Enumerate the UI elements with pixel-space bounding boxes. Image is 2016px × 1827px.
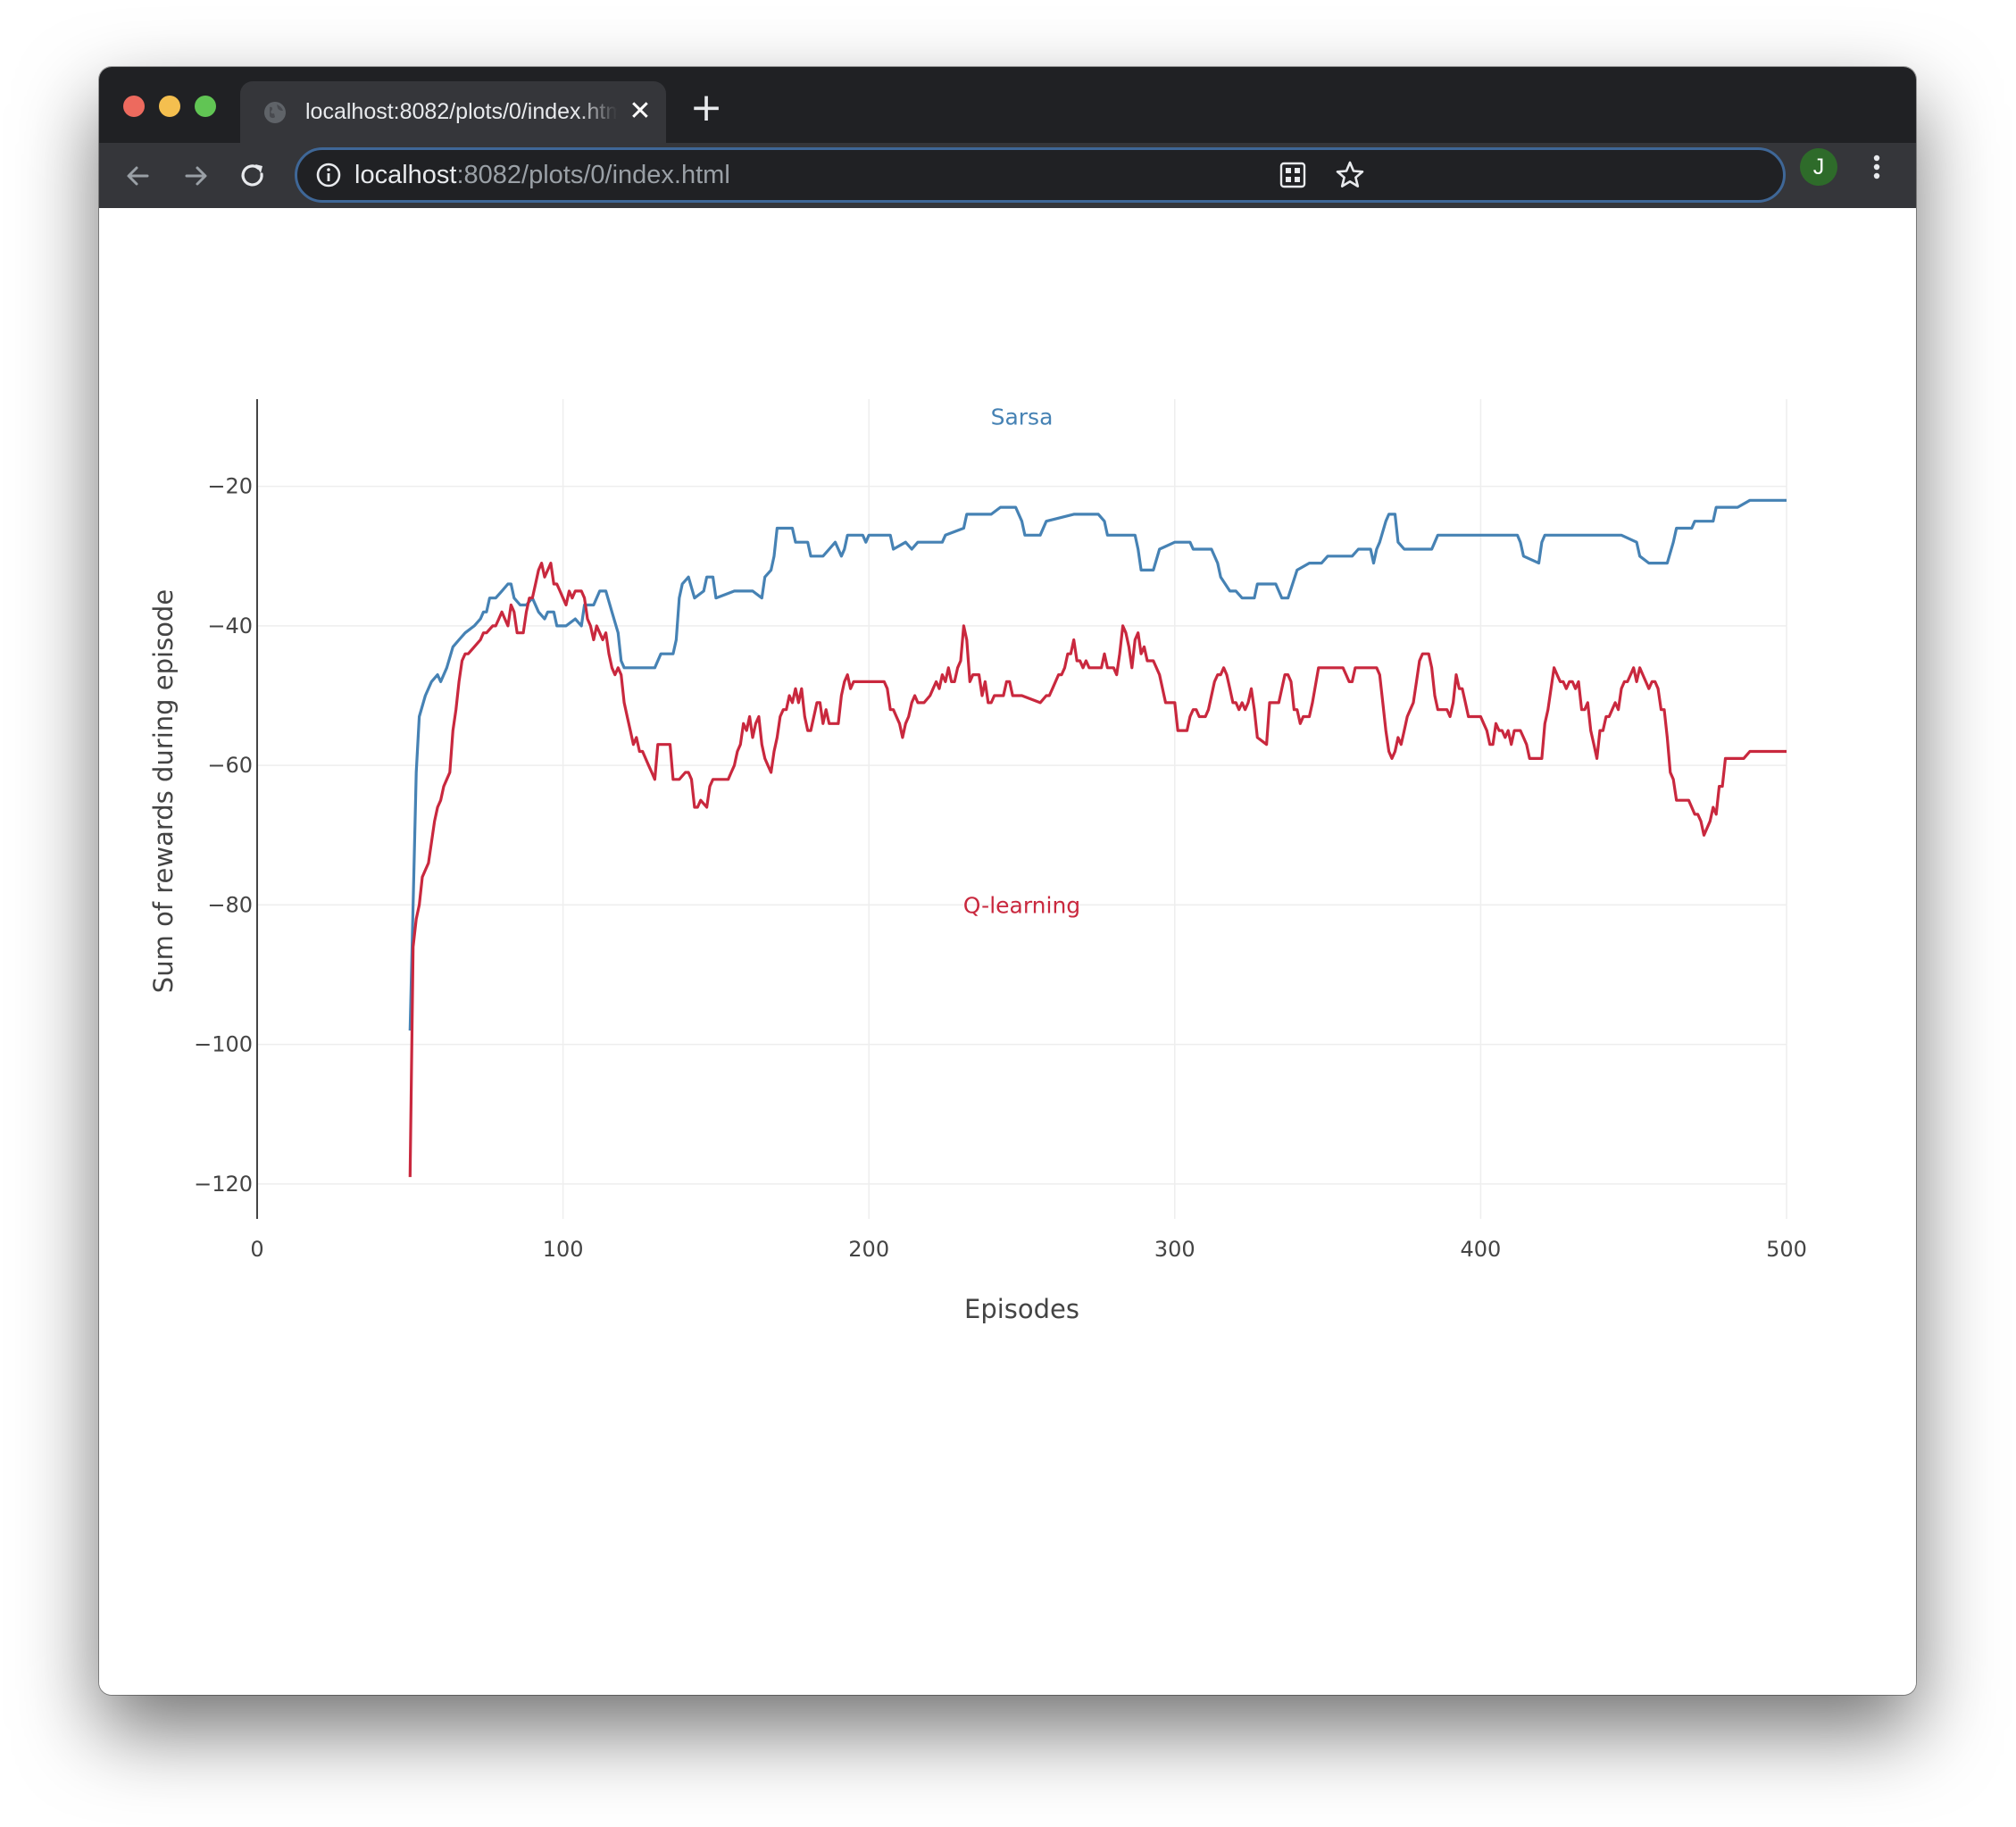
tab-title-fade bbox=[578, 81, 624, 143]
url-path: :8082/plots/0/index.html bbox=[456, 161, 730, 189]
minimize-window-button[interactable] bbox=[159, 96, 180, 117]
x-tick-label: 500 bbox=[1766, 1237, 1807, 1262]
y-tick-label: −80 bbox=[207, 892, 253, 917]
y-tick-label: −100 bbox=[194, 1032, 253, 1057]
tab-title: localhost:8082/plots/0/index.html bbox=[305, 99, 622, 124]
forward-arrow-icon[interactable] bbox=[177, 157, 214, 195]
browser-window: localhost:8082/plots/0/index.html ✕ + lo… bbox=[99, 67, 1916, 1695]
y-tick-label: −20 bbox=[207, 474, 253, 499]
series-annotation-sarsa: Sarsa bbox=[991, 405, 1054, 430]
new-tab-button[interactable]: + bbox=[689, 85, 723, 130]
info-icon[interactable] bbox=[313, 160, 344, 190]
close-tab-icon[interactable]: ✕ bbox=[629, 96, 652, 127]
back-arrow-icon[interactable] bbox=[120, 157, 157, 195]
x-tick-label: 300 bbox=[1154, 1237, 1195, 1262]
more-menu-icon[interactable] bbox=[1858, 148, 1895, 186]
toolbar: localhost:8082/plots/0/index.html bbox=[99, 143, 1916, 208]
reward-line-chart[interactable]: 0 100 200 300 400 500 −120 −100 −80 −60 −40 −20 Epis… bbox=[99, 208, 1916, 1695]
url-host: localhost bbox=[354, 161, 457, 189]
reload-icon[interactable] bbox=[234, 157, 271, 195]
x-axis-title: Episodes bbox=[964, 1294, 1079, 1324]
page-content: 0 100 200 300 400 500 −120 −100 −80 −60 −40 −20 Epis… bbox=[99, 208, 1916, 1695]
x-tick-label: 200 bbox=[848, 1237, 889, 1262]
series-line-q-learning[interactable] bbox=[408, 562, 1787, 1178]
tab-strip: localhost:8082/plots/0/index.html ✕ + bbox=[99, 67, 1916, 143]
x-tick-label: 100 bbox=[543, 1237, 584, 1262]
y-tick-label: −60 bbox=[207, 753, 253, 778]
series-annotation-q-learning: Q-learning bbox=[963, 892, 1080, 918]
url-text[interactable]: localhost:8082/plots/0/index.html bbox=[354, 150, 730, 200]
profile-avatar[interactable]: J bbox=[1800, 148, 1837, 186]
x-tick-label: 0 bbox=[250, 1237, 263, 1262]
globe-icon bbox=[264, 102, 286, 123]
close-window-button[interactable] bbox=[123, 96, 145, 117]
address-bar[interactable]: localhost:8082/plots/0/index.html bbox=[295, 147, 1786, 203]
maximize-window-button[interactable] bbox=[195, 96, 216, 117]
x-tick-label: 400 bbox=[1460, 1237, 1501, 1262]
y-tick-label: −120 bbox=[194, 1172, 253, 1197]
series-line-sarsa[interactable] bbox=[408, 498, 1787, 1031]
y-tick-label: −40 bbox=[207, 613, 253, 638]
y-axis-title: Sum of rewards during episode bbox=[148, 589, 179, 993]
qr-code-icon[interactable] bbox=[1278, 160, 1308, 190]
bookmark-star-icon[interactable] bbox=[1333, 158, 1367, 192]
tab-active[interactable]: localhost:8082/plots/0/index.html ✕ bbox=[240, 81, 666, 143]
